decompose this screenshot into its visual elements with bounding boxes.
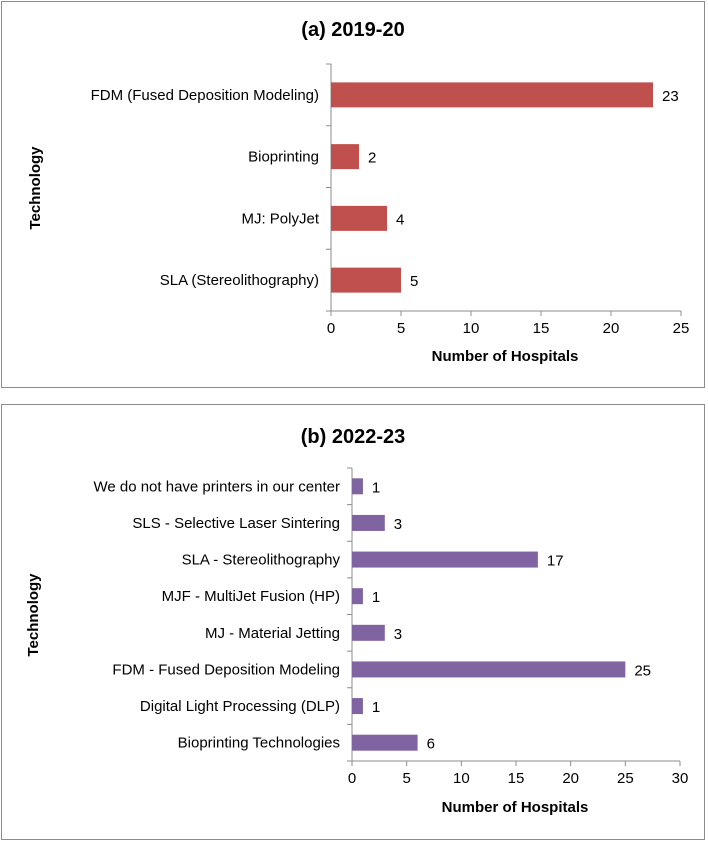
chart-b-x-tick-label: 20 — [562, 770, 579, 787]
chart-a-category-label: FDM (Fused Deposition Modeling) — [91, 87, 319, 104]
chart-b-category-label: SLS - Selective Laser Sintering — [132, 515, 340, 532]
chart-a-bar — [331, 82, 653, 108]
chart-b-bar — [352, 661, 626, 678]
chart-a-data-label: 2 — [368, 150, 376, 167]
chart-panel-a: (a) 2019-20 Technology Number of Hospita… — [1, 1, 705, 388]
chart-b-bar — [352, 478, 363, 495]
chart-a-category-label: SLA (Stereolithography) — [160, 272, 319, 289]
chart-a-x-tick-label: 15 — [533, 320, 550, 337]
chart-b-title: (b) 2022-23 — [301, 426, 406, 448]
chart-b-x-tick-label: 30 — [672, 770, 689, 787]
chart-b-x-tick-label: 5 — [402, 770, 410, 787]
chart-a-x-tick-label: 5 — [397, 320, 405, 337]
chart-b-bar — [352, 588, 363, 605]
chart-b-category-label: MJ - Material Jetting — [205, 625, 340, 642]
chart-b-x-tick-label: 10 — [453, 770, 470, 787]
chart-b-bar — [352, 698, 363, 715]
chart-b-category-label: We do not have printers in our center — [93, 478, 340, 495]
chart-b-x-tick-label: 25 — [617, 770, 634, 787]
chart-b-x-tick-label: 15 — [508, 770, 525, 787]
chart-b-x-tick-label: 0 — [348, 770, 356, 787]
chart-b-data-label: 3 — [394, 516, 402, 533]
chart-a-data-label: 4 — [396, 211, 404, 228]
chart-a-x-tick-label: 20 — [603, 320, 620, 337]
chart-a-bar — [331, 205, 387, 231]
chart-b-data-label: 1 — [372, 589, 380, 606]
chart-b-bar — [352, 734, 418, 751]
chart-b-data-label: 3 — [394, 626, 402, 643]
chart-a-x-tick-label: 10 — [463, 320, 480, 337]
chart-b-category-label: SLA - Stereolithography — [182, 552, 341, 569]
chart-a-data-label: 5 — [410, 273, 418, 290]
chart-b-svg: (b) 2022-23 Technology Number of Hospita… — [25, 426, 689, 816]
chart-b-category-label: FDM - Fused Deposition Modeling — [112, 661, 340, 678]
chart-panel-b: (b) 2022-23 Technology Number of Hospita… — [1, 404, 705, 840]
chart-a-ylabel: Technology — [27, 146, 44, 230]
chart-a-svg: (a) 2019-20 Technology Number of Hospita… — [27, 19, 690, 365]
chart-b-data-label: 6 — [427, 736, 435, 753]
chart-b-bar — [352, 551, 538, 568]
chart-a-x-tick-label: 0 — [327, 320, 335, 337]
chart-b-ylabel: Technology — [25, 573, 42, 657]
chart-a-data-label: 23 — [662, 88, 679, 105]
chart-b-data-label: 17 — [547, 553, 564, 570]
chart-b-bar — [352, 514, 385, 531]
chart-b-bar — [352, 624, 385, 641]
chart-b-data-label: 25 — [634, 662, 651, 679]
chart-b-xlabel: Number of Hospitals — [442, 799, 589, 816]
chart-a-xlabel: Number of Hospitals — [432, 348, 579, 365]
chart-b-data-label: 1 — [372, 699, 380, 716]
chart-a-x-tick-label: 25 — [673, 320, 690, 337]
chart-b-category-label: Digital Light Processing (DLP) — [140, 698, 340, 715]
chart-b-data-label: 1 — [372, 479, 380, 496]
chart-b-category-label: Bioprinting Technologies — [178, 735, 340, 752]
chart-a-category-label: Bioprinting — [248, 149, 319, 166]
chart-a-title: (a) 2019-20 — [301, 19, 404, 41]
chart-a-bar — [331, 144, 359, 170]
chart-a-bar — [331, 267, 401, 293]
chart-a-category-label: MJ: PolyJet — [241, 210, 319, 227]
chart-b-category-label: MJF - MultiJet Fusion (HP) — [162, 588, 340, 605]
